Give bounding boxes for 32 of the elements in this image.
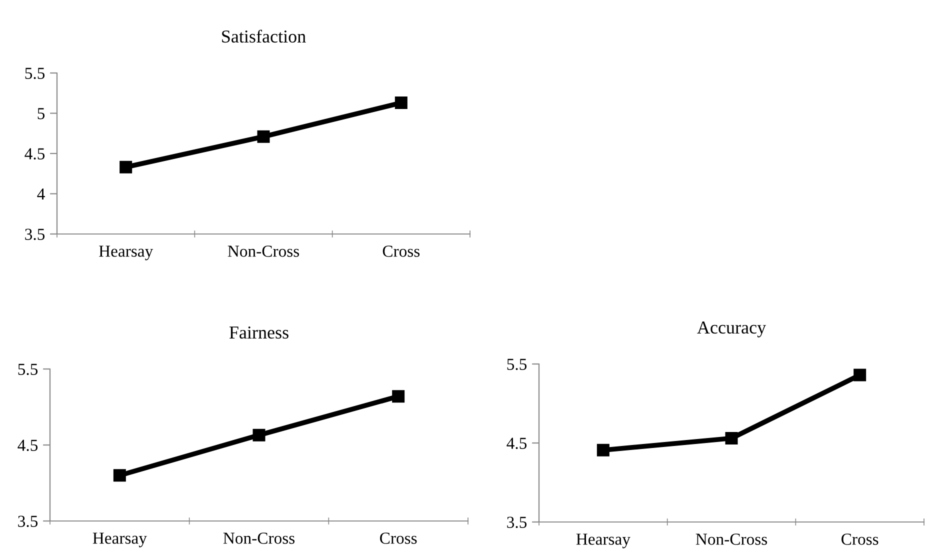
y-tick-label: 3.5 xyxy=(18,516,38,528)
y-tick-label: 5.5 xyxy=(25,68,45,80)
point xyxy=(854,368,866,382)
x-tick-label: Cross xyxy=(842,534,878,545)
x-tick-label: Hearsay xyxy=(576,534,630,548)
y-tick-label: 5 xyxy=(38,108,45,120)
y-tick-label: 4 xyxy=(37,188,45,200)
y-tick-label: 5.5 xyxy=(507,358,527,370)
point xyxy=(120,160,132,174)
x-tick-label: Cross xyxy=(382,246,420,257)
x-tick-label: Hearsay xyxy=(92,532,147,548)
point xyxy=(596,444,610,456)
point xyxy=(725,432,738,445)
x-tick-label: Hearsay xyxy=(99,246,154,260)
y-tick-label: 3.5 xyxy=(507,516,527,528)
y-tick-label: 3.5 xyxy=(25,228,45,240)
chart-title: Satisfaction xyxy=(222,30,306,43)
x-tick-label: Non-Cross xyxy=(696,534,768,545)
point xyxy=(113,469,126,482)
point xyxy=(392,390,405,403)
y-tick-label: 4.5 xyxy=(506,438,527,450)
y-tick-label: 5.5 xyxy=(18,364,38,376)
point xyxy=(257,130,270,143)
point xyxy=(394,96,408,110)
point xyxy=(252,428,266,442)
chart-title: Accuracy xyxy=(697,322,766,338)
y-tick-label: 4.5 xyxy=(18,440,38,452)
y-tick-label: 4.5 xyxy=(24,148,45,160)
x-tick-label: Cross xyxy=(380,532,417,544)
x-tick-label: Non-Cross xyxy=(223,532,295,544)
x-tick-label: Non-Cross xyxy=(228,246,300,257)
chart-title: Fairness xyxy=(229,326,288,339)
